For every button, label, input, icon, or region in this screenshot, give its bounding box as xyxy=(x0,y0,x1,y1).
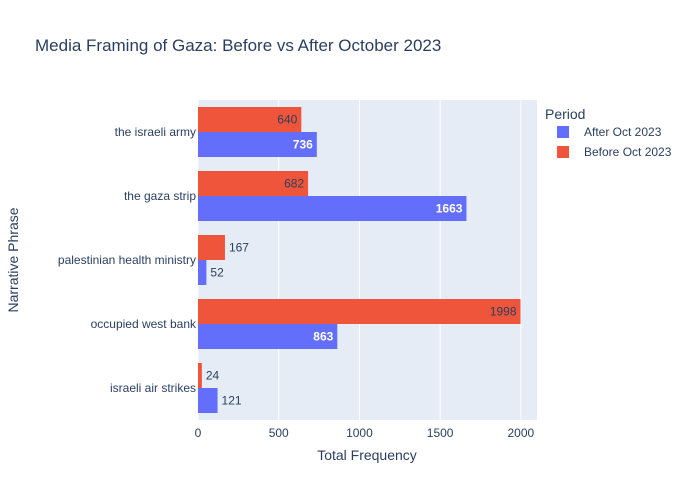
bar-before[interactable] xyxy=(198,363,202,388)
bar-value-label: 863 xyxy=(313,330,333,344)
y-tick-labels: the israeli army the gaza strip palestinia… xyxy=(58,125,197,395)
x-tick-labels: 0 500 1000 1500 2000 xyxy=(195,426,535,440)
bars xyxy=(198,107,521,413)
x-axis-title: Total Frequency xyxy=(317,447,417,463)
x-tick-label: 0 xyxy=(195,426,202,440)
y-tick-label: the israeli army xyxy=(115,125,196,139)
x-tick-label: 2000 xyxy=(508,426,535,440)
y-tick-label: israeli air strikes xyxy=(110,381,196,395)
x-tick-label: 1000 xyxy=(346,426,373,440)
legend-item-label[interactable]: Before Oct 2023 xyxy=(584,145,672,159)
y-tick-label: the gaza strip xyxy=(124,189,196,203)
y-tick-label: occupied west bank xyxy=(91,317,197,331)
bar-value-label: 736 xyxy=(293,138,313,152)
bar-after[interactable] xyxy=(198,196,467,221)
bar-before[interactable] xyxy=(198,171,309,196)
bar-value-label: 1998 xyxy=(490,305,517,319)
x-tick-label: 500 xyxy=(269,426,289,440)
bar-before[interactable] xyxy=(198,299,521,324)
bar-after[interactable] xyxy=(198,260,207,285)
y-axis-title: Narrative Phrase xyxy=(5,207,21,312)
legend-title: Period xyxy=(545,106,585,122)
legend-item-label[interactable]: After Oct 2023 xyxy=(584,125,662,139)
bar-value-label: 1663 xyxy=(436,202,463,216)
bar-value-label: 640 xyxy=(277,113,297,127)
bar-after[interactable] xyxy=(198,324,338,349)
legend-swatch xyxy=(557,146,569,158)
bar-value-label: 682 xyxy=(284,177,304,191)
bar-before[interactable] xyxy=(198,235,225,260)
bar-before[interactable] xyxy=(198,107,302,132)
y-tick-label: palestinian health ministry xyxy=(58,253,196,267)
bar-after[interactable] xyxy=(198,132,317,157)
legend-swatch xyxy=(557,126,569,138)
bar-value-label: 167 xyxy=(229,241,249,255)
bar-after[interactable] xyxy=(198,388,218,413)
legend[interactable]: Period After Oct 2023 Before Oct 2023 xyxy=(545,106,672,159)
x-tick-label: 1500 xyxy=(427,426,454,440)
chart-title: Media Framing of Gaza: Before vs After O… xyxy=(35,36,441,55)
bar-value-label: 24 xyxy=(206,369,220,383)
bar-value-label: 121 xyxy=(222,394,242,408)
bar-value-label: 52 xyxy=(210,266,224,280)
